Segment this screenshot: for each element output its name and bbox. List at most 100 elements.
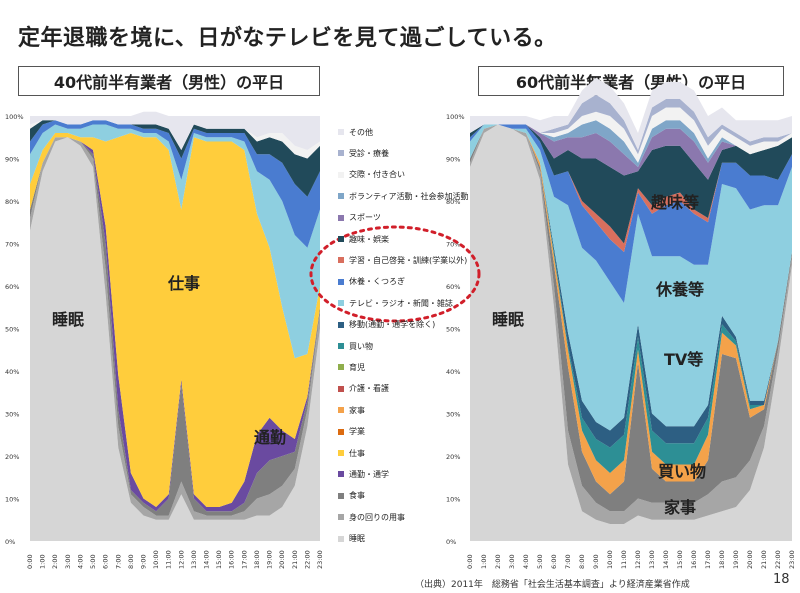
- x-tick-label: 20:00: [746, 550, 754, 569]
- legend-item: 仕事: [338, 447, 365, 459]
- legend-item: 休養・くつろぎ: [338, 276, 405, 288]
- legend-swatch: [338, 535, 344, 542]
- y-tick-label: 10%: [446, 496, 460, 504]
- x-tick-label: 8:00: [127, 554, 135, 569]
- x-tick-label: 0:00: [466, 554, 474, 569]
- y-tick-label: 90%: [5, 156, 19, 164]
- annotation-shopping: 買い物: [658, 462, 707, 481]
- annotation-housework: 家事: [664, 498, 697, 517]
- legend-swatch: [338, 343, 344, 349]
- area-series-0-0: [30, 137, 320, 541]
- y-tick-label: 60%: [446, 283, 460, 291]
- x-tick-label: 4:00: [76, 554, 84, 569]
- legend-label: テレビ・ラジオ・新聞・雑誌: [349, 298, 453, 308]
- legend-item: 学習・自己啓発・訓練(学業以外): [338, 254, 467, 266]
- x-tick-label: 7:00: [564, 554, 572, 569]
- x-tick-label: 21:00: [291, 550, 299, 569]
- y-tick-label: 100%: [446, 113, 465, 121]
- legend-label: 学業: [349, 427, 365, 437]
- x-tick-label: 17:00: [704, 550, 712, 569]
- x-tick-label: 19:00: [266, 550, 274, 569]
- x-tick-label: 2:00: [51, 554, 59, 569]
- legend-swatch: [338, 471, 344, 478]
- annotation-commute: 通勤: [254, 428, 287, 447]
- area-series-0-1: [30, 137, 320, 520]
- legend-swatch: [338, 257, 344, 264]
- area-series-0-2: [30, 137, 320, 516]
- area-series-1-16: [470, 120, 792, 167]
- legend-swatch: [338, 407, 344, 414]
- x-tick-label: 18:00: [718, 550, 726, 569]
- left-chart-title: 40代前半有業者（男性）の平日: [18, 66, 320, 96]
- x-tick-label: 20:00: [278, 550, 286, 569]
- legend-item: 家事: [338, 404, 365, 416]
- legend-swatch: [338, 214, 344, 221]
- legend-label: 移動(通勤・通学を除く): [349, 320, 436, 330]
- x-tick-label: 11:00: [165, 550, 173, 569]
- legend-item: ボランティア活動・社会参加活動: [338, 190, 469, 202]
- y-tick-label: 50%: [446, 326, 460, 334]
- legend-item: テレビ・ラジオ・新聞・雑誌: [338, 297, 453, 309]
- area-series-1-15: [470, 124, 792, 180]
- x-tick-label: 0:00: [26, 554, 34, 569]
- legend-item: 介護・看護: [338, 383, 389, 395]
- legend-swatch: [338, 129, 344, 135]
- legend-label: 仕事: [349, 448, 365, 458]
- legend-label: 家事: [349, 405, 365, 415]
- legend-label: 交際・付き合い: [349, 170, 405, 180]
- area-series-1-18: [470, 94, 792, 155]
- x-tick-label: 15:00: [215, 550, 223, 569]
- x-tick-label: 19:00: [732, 550, 740, 569]
- y-tick-label: 80%: [5, 198, 19, 206]
- legend-item: 食事: [338, 490, 365, 502]
- legend-item: 育児: [338, 361, 365, 373]
- legend-item: 趣味・娯楽: [338, 233, 389, 245]
- x-tick-label: 15:00: [676, 550, 684, 569]
- area-series-1-12: [470, 124, 792, 303]
- area-series-1-19: [470, 77, 792, 150]
- x-tick-label: 23:00: [316, 550, 324, 569]
- legend-label: 身の回りの用事: [349, 512, 405, 522]
- legend-swatch: [338, 364, 344, 371]
- source-note: （出典）2011年 総務省「社会生活基本調査」より経済産業省作成: [415, 580, 690, 590]
- legend-item: スポーツ: [338, 212, 381, 224]
- y-tick-label: 40%: [5, 368, 19, 376]
- legend-label: 買い物: [349, 341, 373, 351]
- legend-swatch: [338, 278, 344, 285]
- y-tick-label: 60%: [5, 283, 19, 291]
- legend-swatch: [338, 321, 344, 328]
- x-tick-label: 9:00: [139, 554, 147, 569]
- y-tick-label: 70%: [5, 241, 19, 249]
- x-tick-label: 14:00: [203, 550, 211, 569]
- area-series-0-11: [30, 124, 320, 359]
- x-tick-label: 13:00: [190, 550, 198, 569]
- legend-label: 通勤・通学: [349, 469, 389, 479]
- y-tick-label: 30%: [5, 411, 19, 419]
- area-series-1-9: [470, 124, 792, 473]
- legend-item: その他: [338, 126, 373, 138]
- chart-1: 0% 10% 20% 30% 40% 50% 60% 70% 80% 90% 100% 0:00 1:0…: [446, 77, 796, 569]
- legend-item: 学業: [338, 426, 365, 438]
- x-tick-label: 13:00: [648, 550, 656, 569]
- legend-swatch: [338, 193, 344, 200]
- x-tick-label: 12:00: [634, 550, 642, 569]
- legend-swatch: [338, 492, 344, 499]
- x-tick-label: 5:00: [89, 554, 97, 569]
- y-tick-label: 0%: [446, 538, 456, 546]
- x-tick-label: 3:00: [508, 554, 516, 569]
- annotation-sleep-left: 睡眠: [52, 310, 85, 329]
- legend-item: 交際・付き合い: [338, 169, 405, 181]
- legend-item: 移動(通勤・通学を除く): [338, 319, 435, 331]
- highlight-ellipse: [309, 225, 481, 323]
- y-tick-label: 0%: [5, 538, 15, 546]
- x-tick-label: 3:00: [64, 554, 72, 569]
- x-tick-label: 1:00: [39, 554, 47, 569]
- area-series-1-6: [470, 124, 792, 495]
- annotation-rest: 休養等: [656, 280, 705, 299]
- x-tick-label: 4:00: [522, 554, 530, 569]
- legend-swatch: [338, 300, 344, 307]
- x-tick-label: 9:00: [592, 554, 600, 569]
- x-tick-label: 11:00: [620, 550, 628, 569]
- x-tick-label: 8:00: [578, 554, 586, 569]
- legend-label: 食事: [349, 491, 365, 501]
